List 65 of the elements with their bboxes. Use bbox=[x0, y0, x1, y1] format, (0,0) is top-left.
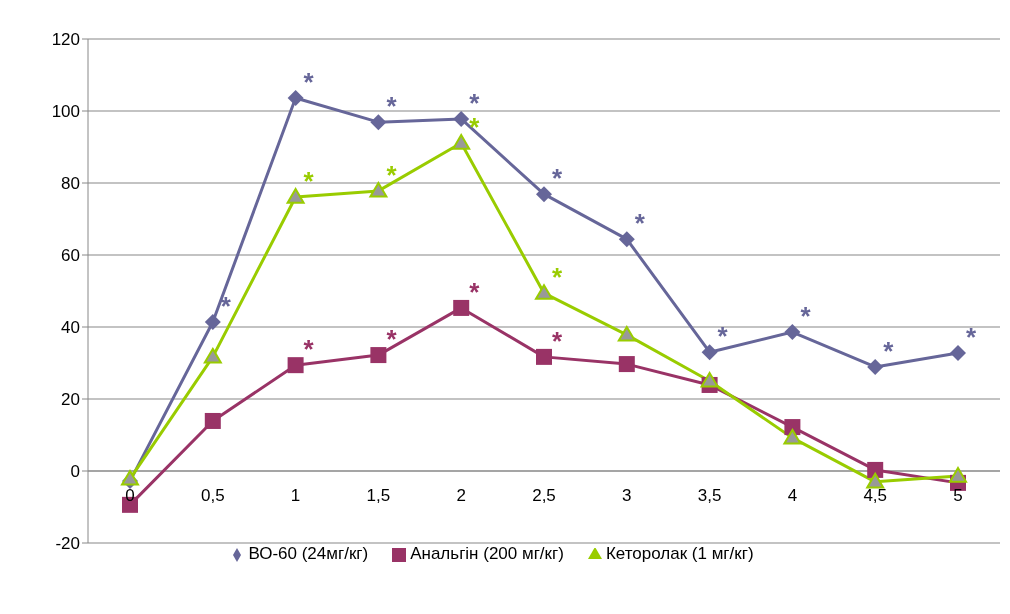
annotation: * bbox=[717, 321, 729, 352]
point bbox=[286, 188, 305, 204]
point bbox=[700, 372, 719, 388]
x-tick-label: 2,5 bbox=[532, 486, 556, 505]
point bbox=[204, 412, 221, 429]
annotation: * bbox=[552, 326, 563, 357]
point bbox=[949, 467, 967, 483]
x-tick-label: 5 bbox=[953, 486, 963, 505]
y-tick-label: 120 bbox=[51, 30, 80, 50]
point bbox=[204, 313, 221, 330]
x-tick-label: 1 bbox=[290, 486, 301, 505]
point bbox=[369, 181, 388, 198]
annotation: * bbox=[634, 208, 646, 239]
point bbox=[617, 325, 636, 342]
y-tick-label: 0 bbox=[70, 462, 80, 482]
annotation: * bbox=[800, 301, 812, 332]
point bbox=[452, 134, 471, 150]
annotation: * bbox=[883, 336, 895, 367]
point bbox=[536, 186, 552, 203]
point bbox=[121, 469, 139, 486]
x-tick-label: 4 bbox=[787, 486, 798, 505]
y-tick-label: 80 bbox=[61, 174, 80, 194]
point bbox=[783, 428, 802, 445]
point bbox=[287, 90, 304, 107]
annotation: * bbox=[303, 334, 315, 365]
legend-label: ВО-60 (24мг/кг) bbox=[248, 544, 369, 563]
y-tick-label: -20 bbox=[55, 534, 80, 554]
x-tick-label: 0,5 bbox=[200, 486, 225, 505]
x-tick-label: 4,5 bbox=[863, 486, 888, 505]
point bbox=[370, 114, 387, 131]
y-tick-label: 40 bbox=[61, 318, 80, 338]
x-tick-label: 2 bbox=[456, 486, 466, 505]
annotation: * bbox=[386, 160, 398, 191]
annotation: * bbox=[303, 67, 315, 98]
point bbox=[453, 299, 470, 316]
point bbox=[287, 357, 304, 374]
point bbox=[701, 344, 718, 361]
point bbox=[203, 347, 222, 364]
point bbox=[950, 344, 966, 361]
point bbox=[618, 231, 635, 248]
legend-label: Кеторолак (1 мг/кг) bbox=[605, 544, 754, 563]
annotation: * bbox=[220, 291, 232, 322]
point bbox=[784, 324, 801, 341]
x-tick-label: 1,5 bbox=[366, 486, 391, 505]
point bbox=[370, 347, 387, 364]
annotation: * bbox=[303, 166, 315, 197]
point bbox=[536, 348, 552, 365]
point bbox=[866, 472, 885, 489]
annotation: * bbox=[386, 91, 398, 122]
point bbox=[867, 461, 884, 478]
y-tick-label: 20 bbox=[61, 390, 80, 410]
legend-label: Анальгін (200 мг/кг) bbox=[410, 544, 564, 563]
point bbox=[535, 284, 553, 300]
x-tick-label: 3 bbox=[622, 486, 632, 505]
x-tick-label: 3,5 bbox=[697, 486, 722, 505]
annotation: * bbox=[552, 163, 563, 194]
annotation: * bbox=[966, 322, 977, 353]
annotation: * bbox=[386, 324, 398, 355]
y-tick-label: 60 bbox=[61, 246, 80, 266]
point bbox=[453, 110, 470, 127]
y-tick-label: 100 bbox=[51, 102, 80, 122]
annotation: * bbox=[469, 277, 481, 308]
point bbox=[618, 356, 635, 373]
annotation: * bbox=[552, 262, 563, 293]
point bbox=[867, 358, 884, 375]
